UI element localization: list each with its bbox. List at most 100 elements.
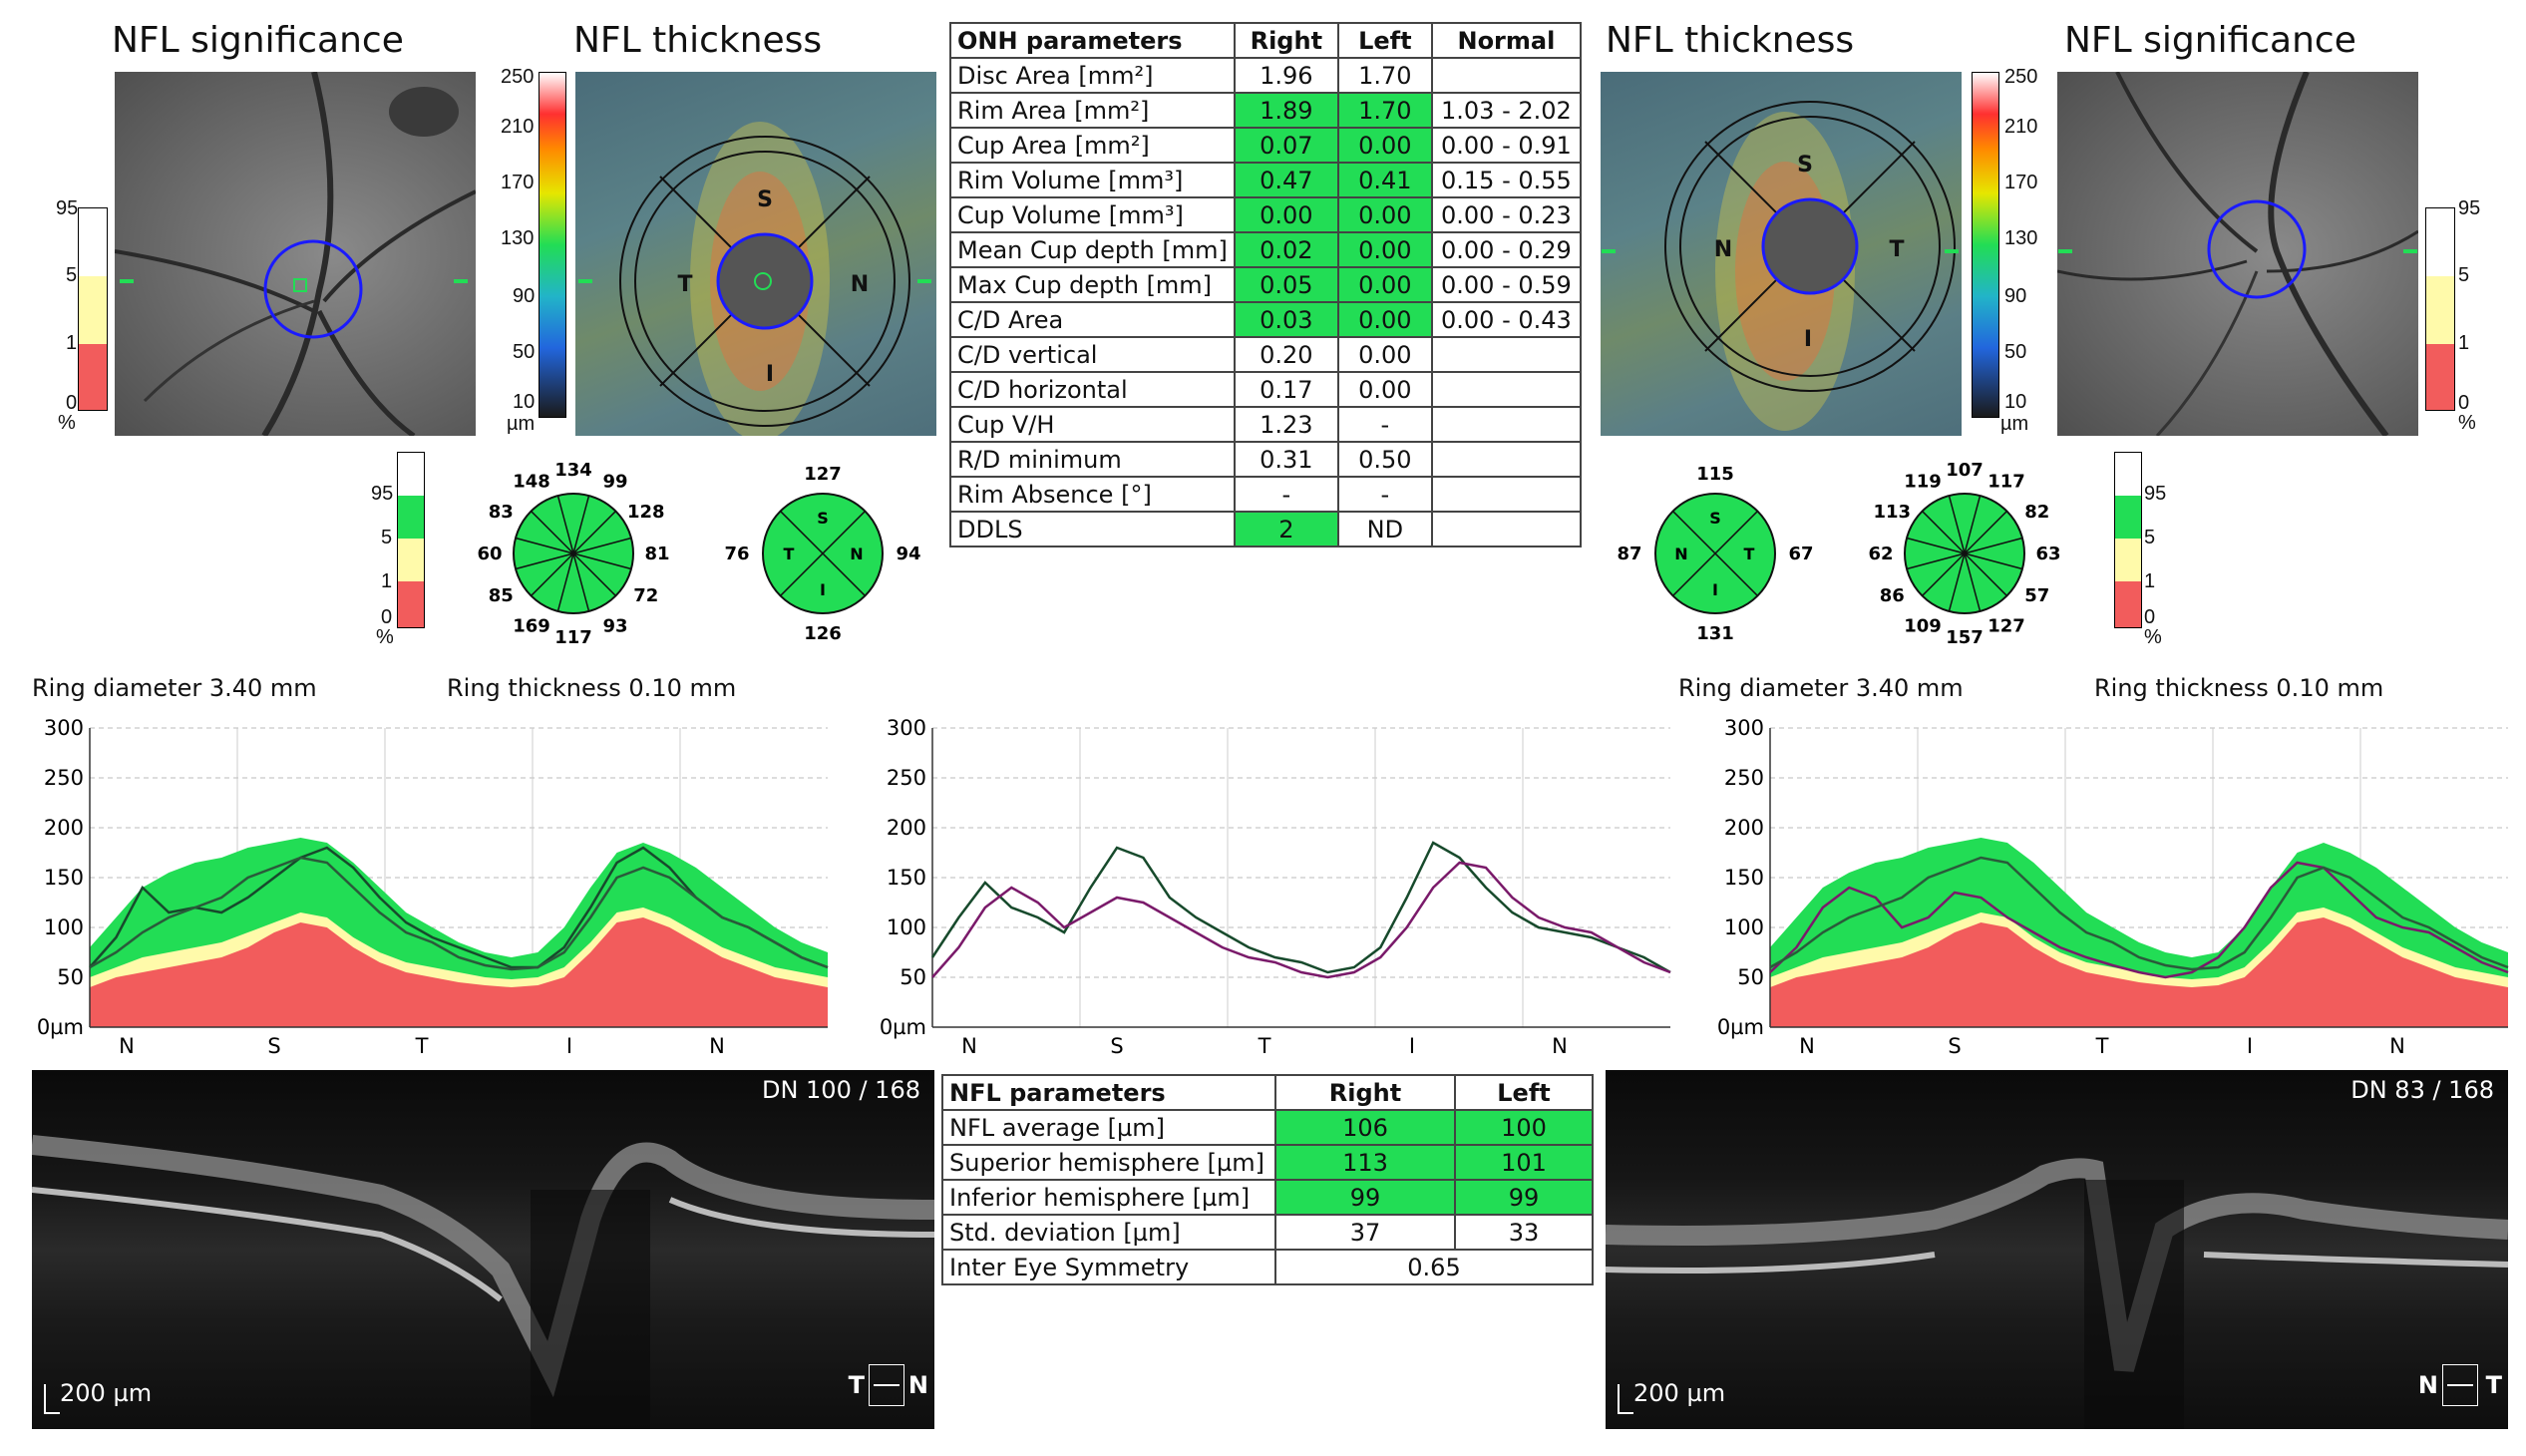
onh-row: C/D vertical 0.20 0.00 — [949, 336, 1583, 373]
sector-tick: 0 — [381, 606, 393, 628]
y-tick-label: 300 — [887, 716, 926, 740]
x-tick-label: N — [119, 1034, 135, 1058]
onh-cell-left: 0.00 — [1336, 371, 1433, 408]
onh-cell-normal: 0.00 - 0.23 — [1430, 196, 1583, 233]
x-tick-label: I — [2247, 1034, 2253, 1058]
scale-bar-label: 200 µm — [1633, 1379, 1726, 1407]
sector-colorbar — [2114, 452, 2142, 628]
clock-divider — [1922, 552, 1966, 596]
sig-unit: % — [2458, 412, 2476, 434]
onh-cell-right: 0.00 — [1233, 196, 1339, 233]
nfl-cell-right: 37 — [1274, 1214, 1456, 1251]
clock-value: 60 — [477, 544, 502, 564]
nfl-row: NFL average [µm] 106 100 — [941, 1109, 1594, 1146]
clock-value: 63 — [2035, 544, 2060, 564]
sig-tick: 5 — [2458, 264, 2470, 286]
clock-value: 72 — [633, 585, 658, 606]
fundus-vessels — [2057, 72, 2418, 436]
sig-tick: 0 — [2458, 392, 2470, 414]
sector-tick: 1 — [2144, 570, 2156, 592]
onh-row: Cup Volume [mm³] 0.00 0.00 0.00 - 0.23 — [949, 196, 1583, 233]
scale-bar-label: 200 µm — [60, 1379, 153, 1407]
clock-value: 107 — [1946, 460, 1984, 481]
thickness-map-image: S T N I — [575, 72, 936, 436]
onh-cell-right: 0.03 — [1233, 301, 1339, 338]
sig-tick: 95 — [2458, 197, 2481, 219]
onh-cell-left: - — [1336, 406, 1433, 443]
y-tick-label: 50 — [1737, 965, 1764, 989]
thickness-map-image-left-eye: S N T I — [1601, 72, 1962, 436]
y-tick-label: 0µm — [37, 1015, 84, 1039]
nfl-cell-left: 99 — [1454, 1179, 1594, 1216]
right-thickness-title: NFL thickness — [1606, 20, 1855, 61]
dn-label-right: DN 100 / 168 — [761, 1076, 920, 1104]
retina-layers — [32, 1135, 934, 1429]
left-thickness-title: NFL thickness — [573, 20, 823, 61]
clock-divider — [531, 511, 574, 554]
onh-cell-name: Rim Absence [°] — [949, 476, 1236, 513]
onh-cell-name: Mean Cup depth [mm] — [949, 231, 1236, 268]
sector-tick: 95 — [371, 483, 394, 505]
onh-cell-name: Rim Area [mm²] — [949, 92, 1236, 129]
onh-cell-right: 0.02 — [1233, 231, 1339, 268]
onh-cell-normal: 1.03 - 2.02 — [1430, 92, 1583, 129]
x-tick-label: T — [1258, 1034, 1271, 1058]
onh-cell-left: 0.00 — [1336, 196, 1433, 233]
clock-divider — [1964, 552, 2023, 570]
onh-cell-name: Max Cup depth [mm] — [949, 266, 1236, 303]
clock-divider — [572, 552, 590, 612]
symmetry-value: 0.65 — [1274, 1249, 1594, 1285]
onh-row: Cup V/H 1.23- — [949, 406, 1583, 443]
thick-tick: 90 — [2004, 285, 2027, 307]
quadrant-value: 87 — [1617, 544, 1641, 564]
clock-value: 57 — [2024, 585, 2049, 606]
y-tick-label: 150 — [1724, 866, 1764, 890]
nfl-symmetry-row: Inter Eye Symmetry 0.65 — [941, 1249, 1594, 1285]
series-line-left — [931, 861, 1671, 979]
fundus-significance-image-left-eye — [2057, 72, 2418, 436]
y-tick-label: 200 — [887, 816, 926, 840]
onh-cell-name: Cup V/H — [949, 406, 1236, 443]
nfl-cell-left: 33 — [1454, 1214, 1594, 1251]
onh-cell-normal: 0.00 - 0.91 — [1430, 127, 1583, 164]
scan-marker — [578, 279, 592, 283]
quadrant-sectors-right: S T N I 127 76 94 126 — [724, 464, 920, 644]
onh-cell-left: 1.70 — [1336, 92, 1433, 129]
thick-tick: 210 — [501, 116, 535, 138]
nfl-cell-name: Inferior hemisphere [µm] — [941, 1179, 1276, 1216]
nfl-header: Left — [1454, 1074, 1594, 1111]
onh-cell-normal — [1430, 336, 1583, 373]
dn-label-left: DN 83 / 168 — [2350, 1076, 2494, 1104]
thickness-overlay: S T N I — [619, 122, 910, 436]
onh-cell-name: C/D horizontal — [949, 371, 1236, 408]
sector-unit: % — [376, 626, 394, 648]
y-tick-label: 250 — [1724, 766, 1764, 790]
clock-value: 81 — [644, 544, 669, 564]
onh-cell-normal — [1430, 441, 1583, 478]
retina-layers — [1606, 1158, 2508, 1429]
onh-cell-normal — [1430, 511, 1583, 547]
fundus-vessels — [115, 72, 476, 436]
quadrant-value: 131 — [1696, 623, 1734, 644]
clock-divider — [556, 552, 574, 612]
quadrant-letter: N — [850, 545, 863, 563]
onh-row: Rim Absence [°] - - — [949, 476, 1583, 513]
x-tick-label: I — [1409, 1034, 1415, 1058]
onh-cell-name: Cup Area [mm²] — [949, 127, 1236, 164]
y-tick-label: 150 — [44, 866, 84, 890]
clock-divider — [1964, 537, 2023, 554]
clock-divider — [1922, 511, 1966, 554]
onh-header: ONH parameters — [949, 22, 1236, 59]
scan-marker — [454, 279, 468, 283]
onh-header: Normal — [1430, 22, 1583, 59]
bscan-right-eye: DN 100 / 168 200 µm T N — [32, 1070, 934, 1429]
onh-row: Cup Area [mm²] 0.07 0.00 0.00 - 0.91 — [949, 127, 1583, 164]
nfl-parameters-table: NFL parameters Right Left NFL average [µ… — [941, 1074, 1594, 1285]
clock-divider — [515, 552, 574, 570]
x-tick-label: N — [1799, 1034, 1815, 1058]
significance-colorbar — [78, 207, 108, 411]
onh-cell-left: - — [1336, 476, 1433, 513]
quadrant-value: 127 — [804, 464, 842, 485]
direction-left-letter: N — [2417, 1371, 2438, 1399]
